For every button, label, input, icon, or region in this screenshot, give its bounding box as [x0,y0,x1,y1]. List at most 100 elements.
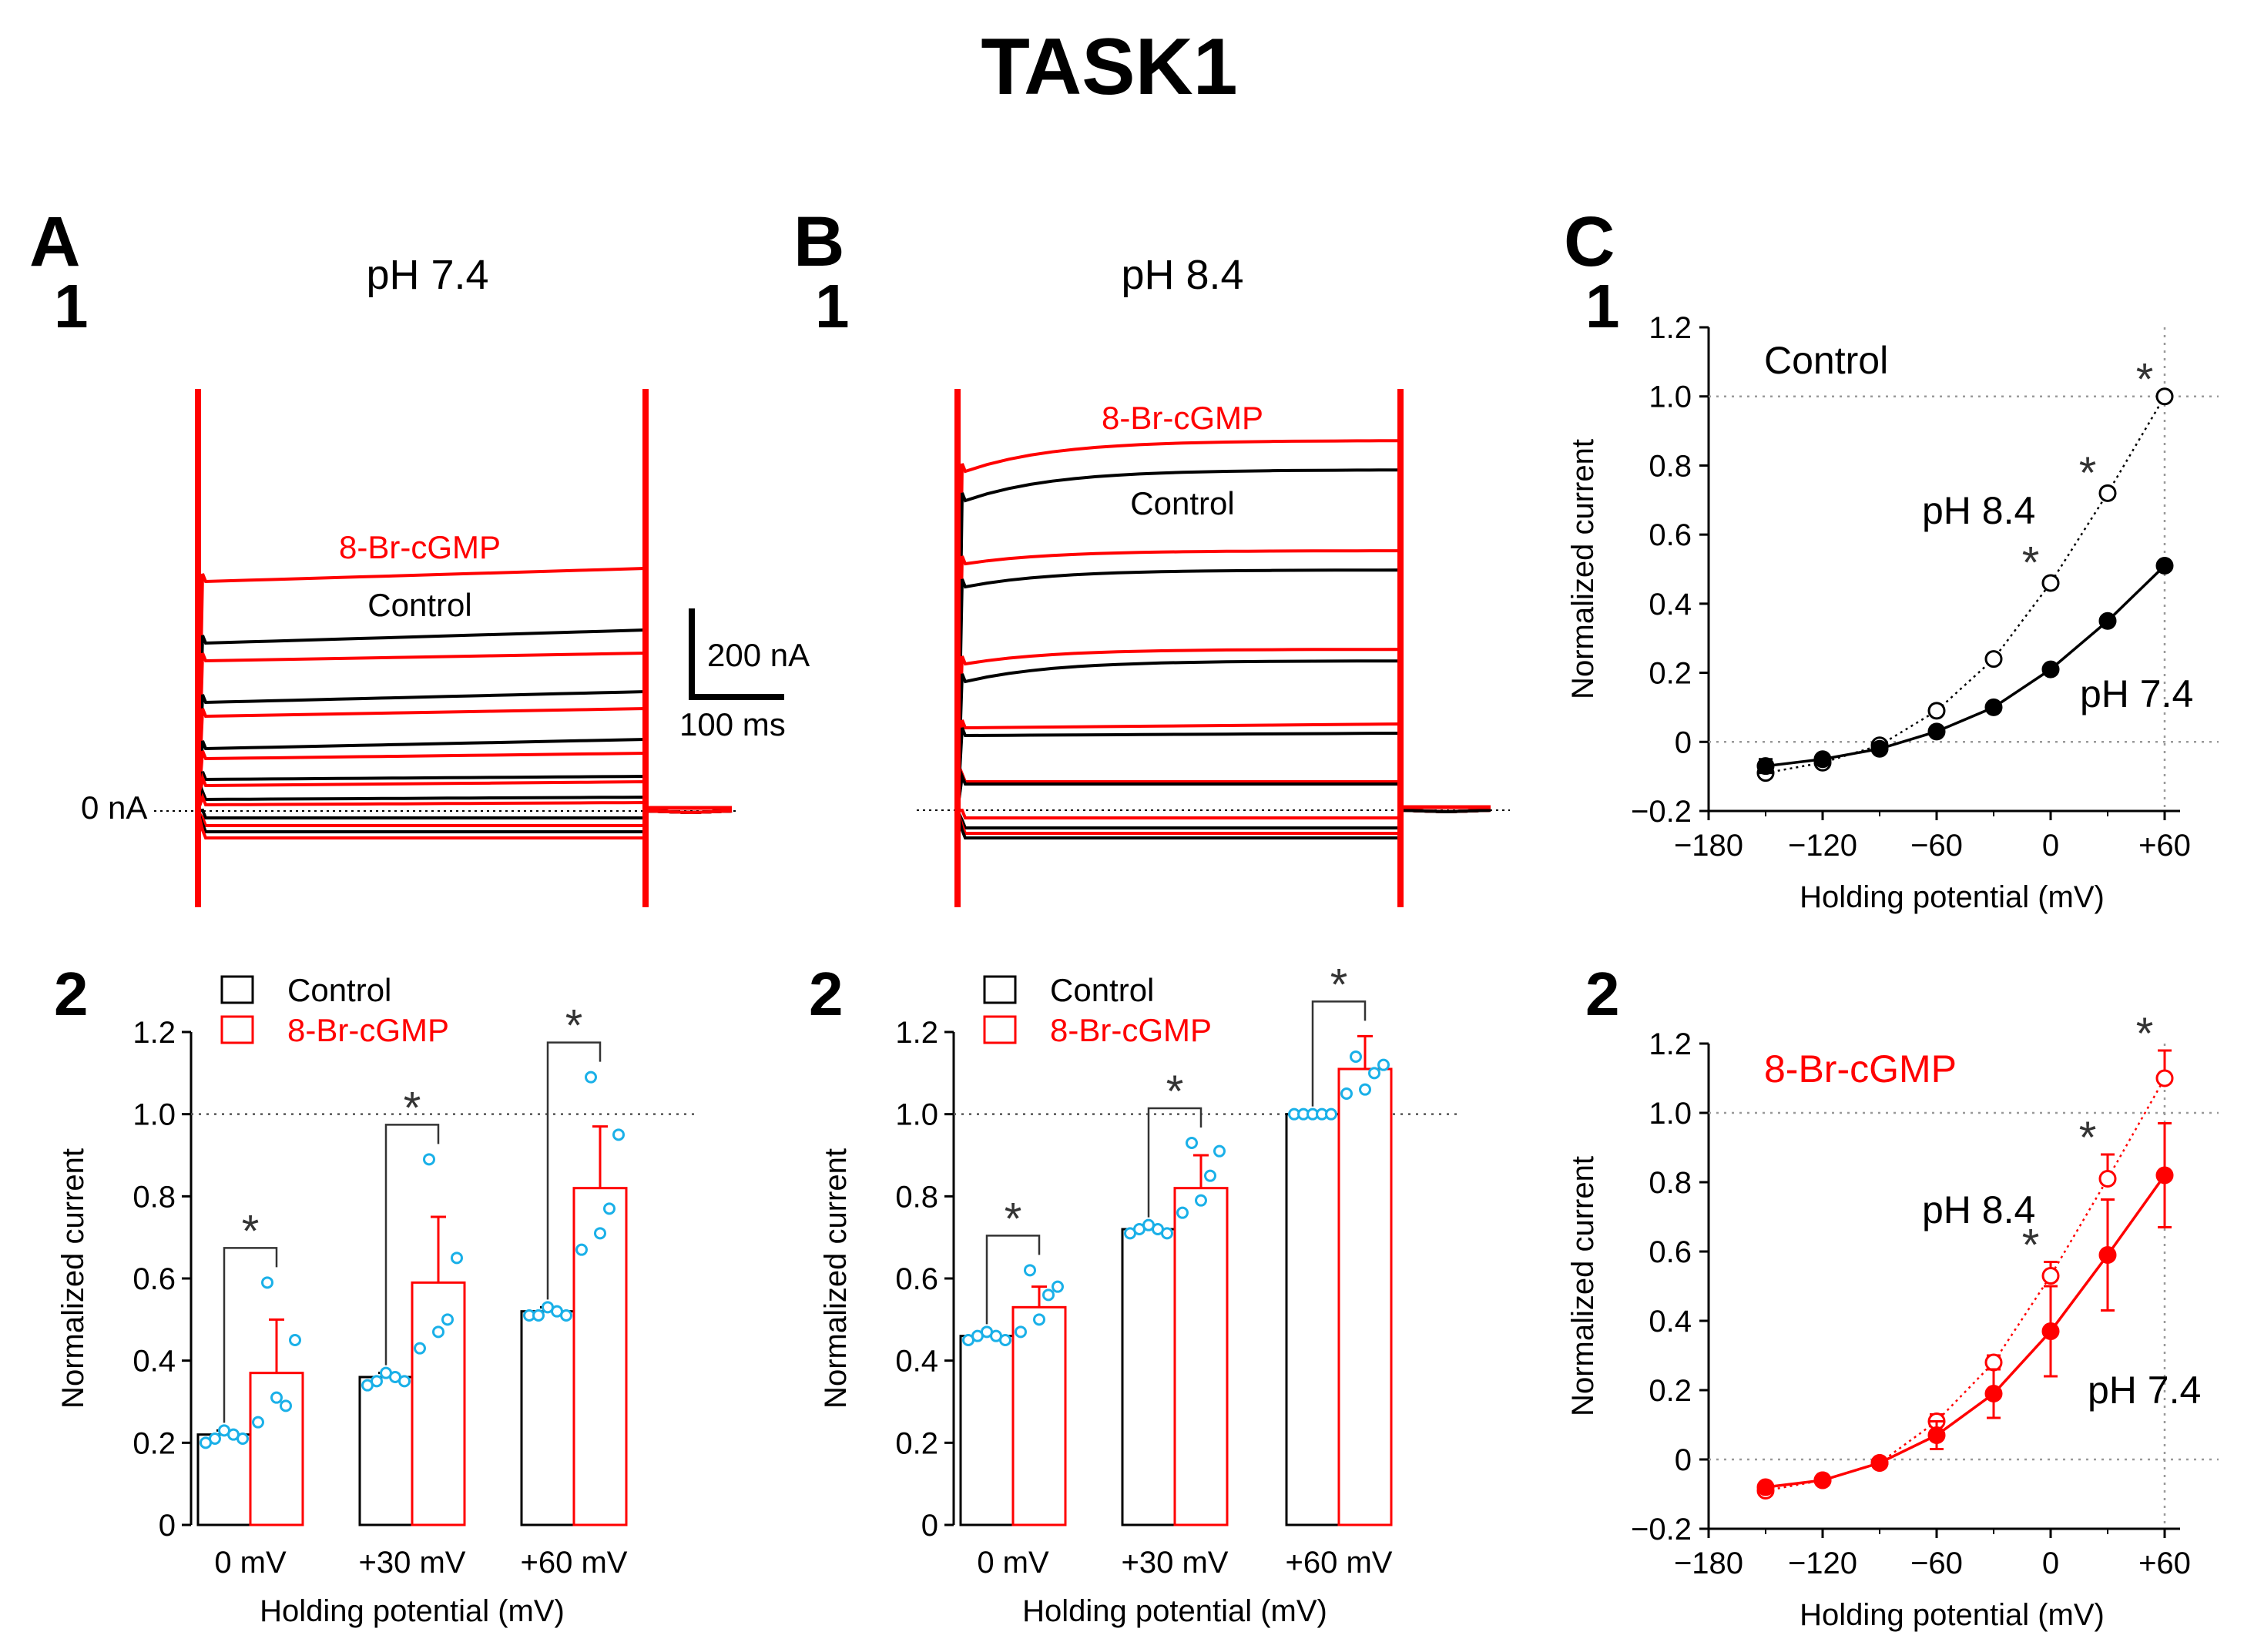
panel-c2-label: 8-Br-cGMP [1764,1047,1957,1091]
panel-c2-iv-plot: −0.2 0 0.2 0.4 0.6 0.8 1.0 1.2 −180 −120 −60 0 +60 No… [1566,1009,2219,1632]
x-tick-label: +60 mV [1286,1546,1393,1580]
y-axis-label: Normalized current [819,1148,853,1409]
ph84-data-point [2041,1267,2060,1285]
y-tick-label: 0.8 [132,1180,176,1214]
panel-c-letter: C [1564,203,1615,281]
scale-bar-time-label: 100 ms [679,706,786,742]
control-trace [956,727,1491,814]
data-point [1176,1206,1189,1219]
scale-bar-current-label: 200 nA [707,637,810,673]
ph84-data-point [1984,650,2003,669]
panel-b-current-traces [917,389,1510,907]
treatment-trace [956,648,1491,814]
ph74-data-point [1756,1478,1775,1496]
data-point [1204,1169,1216,1182]
y-tick-label: 1.2 [132,1016,176,1050]
panel-a-num2: 2 [54,960,89,1028]
data-point [236,1433,249,1445]
significance-star: * [2079,1113,2097,1163]
treatment-bar [1173,1187,1229,1526]
data-point [1024,1264,1036,1277]
control-trace [197,808,733,819]
x-tick-label: 0 mV [214,1546,287,1580]
x-tick-label: −60 [1910,829,1963,863]
data-point [451,1252,463,1265]
control-trace [956,770,1491,814]
significance-bracket [384,1124,440,1365]
panel-a-letter: A [29,203,80,281]
data-point [1368,1067,1380,1080]
y-tick-label: 1.2 [1649,1027,1692,1061]
significance-star: * [2079,448,2097,498]
control-trace [196,737,733,815]
data-point [1195,1194,1207,1207]
x-tick-label: −180 [1674,1546,1743,1580]
legend-treatment-label: 8-Br-cGMP [1050,1012,1212,1048]
ph84-data-point [2098,484,2117,502]
data-point [414,1342,426,1355]
y-tick-label: −0.2 [1631,795,1692,829]
y-tick-label: 1.2 [1649,311,1692,345]
control-trace [956,808,1491,829]
x-axis-label: Holding potential (mV) [260,1594,565,1628]
data-point [432,1325,444,1339]
ph74-series-line [1765,1174,2166,1489]
y-tick-label: 0.6 [132,1262,176,1296]
data-point [560,1309,572,1322]
significance-star: * [1330,960,1348,1010]
significance-bracket [546,1041,602,1300]
control-trace [196,786,733,815]
significance-star: * [404,1083,421,1133]
data-point [289,1334,301,1346]
ph74-data-point [2041,1322,2060,1340]
data-point [280,1399,292,1412]
y-axis-label: Normalized current [56,1148,90,1409]
ph84-data-point [2041,574,2060,592]
treatment-trace [958,808,1491,819]
control-trace [956,568,1491,814]
data-point [575,1243,588,1256]
panel-a-condition: pH 7.4 [366,252,488,298]
x-tick-label: +60 [2138,1546,2191,1580]
figure-title: TASK1 [981,22,1237,112]
significance-bracket [1147,1107,1203,1218]
data-point [594,1227,606,1240]
panel-c1-ph84-label: pH 8.4 [1922,489,2035,532]
treatment-trace [196,706,733,815]
x-tick-label: −120 [1788,829,1857,863]
y-tick-label: 0.6 [1649,1235,1692,1269]
panel-c2-ph74-label: pH 7.4 [2088,1369,2201,1412]
legend-treatment-swatch [983,1015,1017,1044]
x-axis-label: Holding potential (mV) [1800,880,2105,914]
y-tick-label: 0.2 [1649,657,1692,691]
data-point [270,1391,283,1404]
treatment-trace [956,768,1491,814]
significance-star: * [1166,1067,1184,1117]
ph74-data-point [1870,739,1889,758]
ph74-data-point [1756,757,1775,776]
data-point [252,1416,264,1429]
data-point [371,1375,383,1388]
panel-b-condition: pH 8.4 [1121,252,1243,298]
y-axis-label: Normalized current [1566,1156,1600,1416]
ph74-data-point [2041,660,2060,679]
treatment-bar [1337,1067,1393,1526]
significance-star: * [2136,1009,2154,1059]
treatment-trace [956,719,1491,814]
significance-star: * [2022,1221,2040,1271]
significance-star: * [2136,355,2154,405]
data-point [612,1128,625,1141]
panel-c-num2: 2 [1585,960,1620,1028]
significance-star: * [565,1001,583,1051]
ph84-data-point [1984,1353,2003,1372]
zero-current-label: 0 nA [81,789,147,826]
x-axis-label: Holding potential (mV) [1800,1598,2105,1632]
panel-a-current-traces [154,389,740,907]
x-tick-label: +60 mV [521,1546,628,1580]
panel-b2-bar-chart: 0 0.2 0.4 0.6 0.8 1.0 1.2 Normalized current Hol… [819,960,1462,1628]
y-tick-label: 0.4 [895,1345,938,1379]
ph74-data-point [2155,557,2174,575]
y-tick-label: −0.2 [1631,1513,1692,1546]
treatment-bar [1011,1305,1067,1526]
y-tick-label: 0 [1675,1443,1692,1477]
